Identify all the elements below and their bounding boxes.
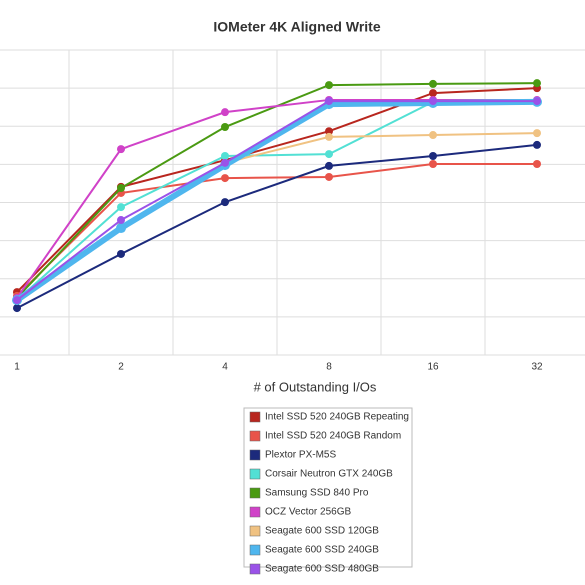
legend-label: Samsung SSD 840 Pro (265, 488, 369, 499)
legend-swatch (249, 487, 261, 499)
legend-label: Intel SSD 520 240GB Random (265, 431, 401, 442)
series-line (16, 143, 538, 309)
data-point (325, 161, 333, 170)
data-point (221, 174, 229, 183)
data-point (325, 127, 333, 136)
data-point (429, 89, 437, 98)
series-line (15, 98, 538, 303)
data-point (221, 151, 229, 160)
data-point (13, 304, 21, 313)
legend-swatch (249, 544, 261, 556)
legend-label: OCZ Vector 256GB (265, 507, 351, 518)
data-point (429, 131, 437, 140)
data-point (533, 129, 541, 138)
legend-swatch (249, 449, 261, 461)
x-axis-label: # of Outstanding I/Os (254, 379, 377, 394)
data-point (117, 184, 125, 193)
series-line (16, 87, 538, 293)
data-point (13, 296, 21, 305)
legend-swatch (249, 468, 261, 480)
legend-label: Corsair Neutron GTX 240GB (265, 469, 393, 480)
legend-box (243, 407, 413, 568)
data-point (221, 108, 229, 117)
legend-label: Plextor PX-M5S (265, 450, 336, 461)
data-point (117, 145, 125, 154)
data-point (117, 249, 125, 258)
data-point (429, 151, 437, 160)
data-point (429, 79, 437, 88)
legend-swatch (249, 506, 261, 518)
data-point (533, 79, 541, 88)
legend-label: Intel SSD 520 240GB Repeating (265, 412, 409, 423)
legend-label: Seagate 600 SSD 120GB (265, 526, 379, 537)
legend-swatch (249, 563, 261, 575)
x-tick-label: 16 (427, 362, 439, 373)
x-tick-label: 2 (118, 362, 124, 373)
data-point (221, 123, 229, 132)
data-point (429, 159, 437, 168)
x-tick-label: 32 (531, 362, 543, 373)
legend-label: Seagate 600 SSD 480GB (265, 564, 379, 575)
x-tick-label: 4 (222, 362, 228, 373)
legend-swatch (249, 525, 261, 537)
data-point (533, 97, 541, 106)
data-point (117, 216, 125, 225)
series-line (16, 162, 537, 297)
data-point (429, 97, 437, 106)
data-point (325, 132, 333, 141)
data-point (325, 150, 333, 159)
data-point (117, 203, 125, 212)
chart-title: IOMeter 4K Aligned Write (213, 19, 380, 35)
legend-label: Seagate 600 SSD 240GB (265, 545, 379, 556)
x-tick-label: 1 (14, 362, 20, 373)
legend-swatch (249, 430, 261, 442)
legend-swatch (249, 411, 261, 423)
data-point (116, 223, 126, 234)
data-point (533, 140, 541, 149)
data-point (325, 172, 333, 181)
x-tick-label: 8 (326, 362, 332, 373)
data-point (221, 198, 229, 207)
data-point (325, 81, 333, 90)
data-point (533, 159, 541, 168)
series-line (16, 100, 537, 301)
data-point (221, 158, 229, 167)
data-point (325, 97, 333, 106)
